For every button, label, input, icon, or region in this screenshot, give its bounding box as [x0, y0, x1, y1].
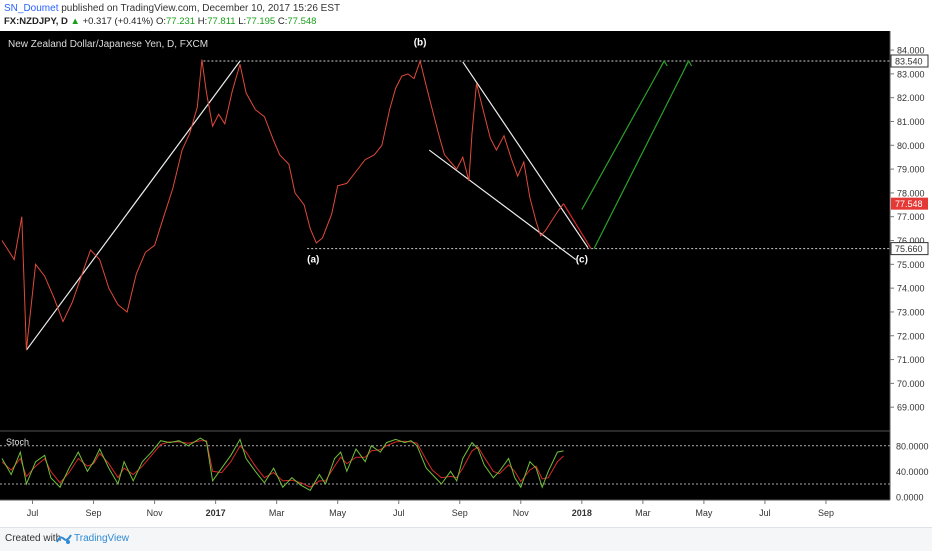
y-tick-label: 73.000 [897, 307, 925, 317]
change-arrow-icon: ▲ [70, 16, 80, 27]
target-line-1 [581, 60, 665, 210]
target-line-2 [593, 60, 690, 249]
last-price-label: 77.548 [895, 199, 923, 209]
high-label: H: [197, 16, 208, 27]
x-tick-label: 2018 [572, 508, 592, 518]
wave-label: (a) [307, 254, 319, 265]
tradingview-link[interactable]: TradingView [74, 533, 130, 544]
plot-background [0, 31, 890, 500]
x-tick-label: Mar [269, 508, 285, 518]
publish-line: SN_Doumet published on TradingView.com, … [4, 3, 340, 14]
level-price-label: 83.540 [895, 57, 923, 67]
level-price-badge [890, 242, 929, 256]
x-tick-label: May [329, 508, 347, 518]
uptrend-line [25, 60, 241, 351]
last-price-badge [891, 197, 928, 210]
stoch-y-tick-label: 80.0000 [896, 441, 929, 451]
y-tick-label: 74.000 [897, 284, 925, 294]
low-label: L: [238, 16, 247, 27]
y-tick-label: 75.000 [897, 260, 925, 270]
chart-title: New Zealand Dollar/Japanese Yen, D, FXCM [8, 39, 208, 50]
ohlc-line: FX:NZDJPY, D ▲ +0.317 (+0.41%) O:77.231 … [4, 16, 316, 27]
y-tick-label: 81.000 [897, 117, 925, 127]
x-tick-label: Nov [513, 508, 530, 518]
level-price-label: 75.660 [895, 244, 923, 254]
stoch-y-tick-label: 40.0000 [896, 467, 929, 477]
high-value: 77.811 [207, 16, 236, 27]
x-tick-label: Mar [635, 508, 651, 518]
open-label: O: [155, 16, 167, 27]
channel-upper-line [462, 61, 589, 249]
y-tick-label: 80.000 [897, 141, 925, 151]
stoch-label: Stoch [6, 437, 29, 447]
symbol-label: FX:NZDJPY, D [4, 16, 68, 27]
footer-bar: Created with TradingView [0, 527, 932, 551]
channel-lower-line [428, 149, 577, 261]
x-tick-label: Sep [818, 508, 834, 518]
y-tick-label: 78.000 [897, 188, 925, 198]
low-value: 77.195 [246, 16, 276, 27]
y-tick-label: 69.000 [897, 403, 925, 413]
x-tick-label: Jul [759, 508, 771, 518]
y-tick-label: 72.000 [897, 331, 925, 341]
target-arrow-2-icon [685, 59, 693, 67]
y-tick-label: 71.000 [897, 355, 925, 365]
x-tick-label: Sep [86, 508, 102, 518]
x-tick-label: Jul [27, 508, 39, 518]
target-arrow-1-icon [660, 59, 668, 67]
chart-header: SN_Doumet published on TradingView.com, … [0, 0, 932, 30]
y-tick-label: 70.000 [897, 379, 925, 389]
x-tick-label: 2017 [206, 508, 226, 518]
published-text: published on TradingView.com, December 1… [58, 3, 341, 14]
x-tick-label: Nov [147, 508, 164, 518]
y-tick-label: 84.000 [897, 46, 925, 56]
x-tick-label: Sep [452, 508, 468, 518]
projection-down-line [563, 203, 592, 249]
stoch-d-line [1, 440, 564, 488]
change-value: +0.317 (+0.41%) [82, 16, 154, 27]
x-tick-label: Jul [393, 508, 405, 518]
close-label: C: [277, 16, 288, 27]
y-tick-label: 79.000 [897, 165, 925, 175]
tradingview-logo-icon[interactable] [56, 532, 72, 546]
stoch-k-line [1, 437, 564, 492]
x-tick-label: May [695, 508, 713, 518]
price-series-line [1, 59, 564, 351]
y-tick-label: 83.000 [897, 69, 925, 79]
wave-label: (b) [414, 38, 427, 49]
stoch-y-tick-label: 0.0000 [896, 492, 924, 502]
author-link[interactable]: SN_Doumet [4, 3, 59, 14]
y-tick-label: 76.000 [897, 236, 925, 246]
wave-label: (c) [576, 254, 588, 265]
level-price-badge [890, 54, 929, 68]
y-tick-label: 82.000 [897, 93, 925, 103]
close-value: 77.548 [287, 16, 317, 27]
created-with-text: Created with [5, 533, 62, 544]
open-value: 77.231 [166, 16, 196, 27]
y-tick-label: 77.000 [897, 212, 925, 222]
price-chart[interactable]: New Zealand Dollar/Japanese Yen, D, FXCM… [0, 31, 932, 527]
